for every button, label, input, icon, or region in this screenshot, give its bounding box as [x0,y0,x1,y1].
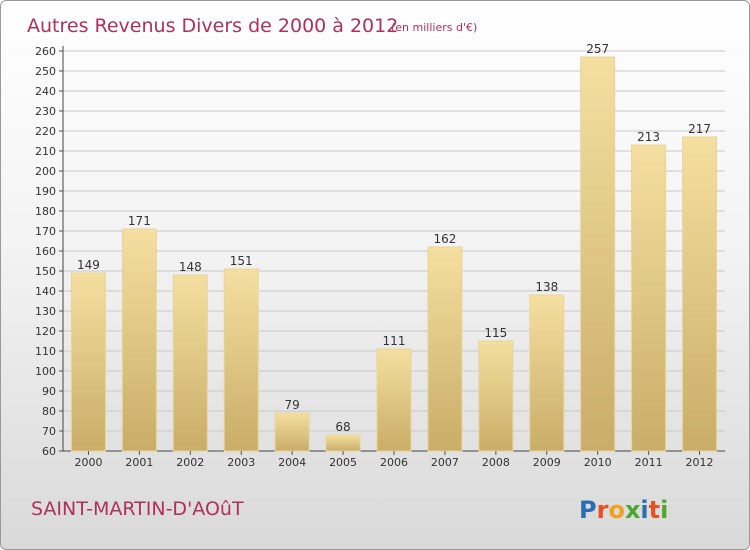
value-label-2005: 68 [335,420,350,434]
logo-letter: t [649,496,660,524]
x-tick-label-2012: 2012 [686,456,714,469]
y-tick-label: 130 [35,305,56,318]
x-tick-labels: 2000 2001 2002 2003 2004 2005 2006 2007 2008 2009… [74,451,714,469]
logo-letter: x [625,496,641,524]
y-tick-label: 200 [35,165,56,178]
value-label-2008: 115 [484,326,507,340]
bar-2003 [223,268,259,452]
y-tick-label: 80 [42,405,56,418]
bar-2007 [427,246,463,452]
y-tick-label: 150 [35,265,56,278]
y-tick-labels: 60 70 80 90 100 110 120 130 140 150 160 170 180 190 20… [35,45,56,458]
y-tick-label: 190 [35,185,56,198]
value-label-2007: 162 [433,232,456,246]
bar-2005 [325,434,361,452]
x-tick-label-2003: 2003 [227,456,255,469]
logo-letter: i [660,496,668,524]
x-tick-label-2001: 2001 [125,456,153,469]
y-tick-label: 250 [35,65,56,78]
x-tick-label-2000: 2000 [74,456,102,469]
logo-letter: o [608,496,625,524]
y-tick-label: 170 [35,225,56,238]
chart-title: Autres Revenus Divers de 2000 à 2012 [27,15,398,37]
value-label-2009: 138 [535,280,558,294]
logo-letter: r [597,496,609,524]
bar-2009 [529,294,565,452]
y-tick-label: 260 [35,45,56,58]
value-label-2004: 79 [285,398,300,412]
commune-name: SAINT-MARTIN-D'AOûT [31,498,244,520]
bar-2004 [274,412,310,452]
x-tick-label-2007: 2007 [431,456,459,469]
x-tick-label-2006: 2006 [380,456,408,469]
value-labels: 149 171 148 151 79 68 111 162 115 138 257 213 217 [77,42,711,434]
bars [70,56,718,452]
logo-letter: i [640,496,648,524]
bar-2012 [682,136,718,452]
value-label-2002: 148 [179,260,202,274]
y-tick-label: 60 [42,445,56,458]
y-tick-label: 100 [35,365,56,378]
y-tick-label: 160 [35,245,56,258]
x-tick-label-2011: 2011 [635,456,663,469]
bar-2010 [580,56,616,452]
x-tick-label-2002: 2002 [176,456,204,469]
value-label-2011: 213 [637,130,660,144]
value-label-2003: 151 [230,254,253,268]
x-tick-label-2004: 2004 [278,456,306,469]
proxiti-logo: Proxiti [579,496,668,524]
y-tick-label: 140 [35,285,56,298]
x-tick-label-2008: 2008 [482,456,510,469]
bar-2008 [478,340,514,452]
value-label-2000: 149 [77,258,100,272]
x-tick-label-2009: 2009 [533,456,561,469]
y-tick-label: 230 [35,105,56,118]
y-tick-label: 110 [35,345,56,358]
y-tick-label: 90 [42,385,56,398]
value-label-2006: 111 [383,334,406,348]
bar-2006 [376,348,412,452]
bar-2001 [121,228,157,452]
value-label-2001: 171 [128,214,151,228]
y-tick-label: 180 [35,205,56,218]
x-tick-label-2005: 2005 [329,456,357,469]
bar-2002 [172,274,208,452]
value-label-2010: 257 [586,42,609,56]
y-tick-label: 70 [42,425,56,438]
logo-letter: P [579,496,597,524]
x-tick-label-2010: 2010 [584,456,612,469]
y-tick-label: 240 [35,85,56,98]
y-tick-label: 120 [35,325,56,338]
bar-2011 [631,144,667,452]
y-tick-label: 220 [35,125,56,138]
chart-subtitle: (en milliers d'€) [391,21,477,34]
bar-2000 [70,272,106,452]
value-label-2012: 217 [688,122,711,136]
y-tick-label: 210 [35,145,56,158]
